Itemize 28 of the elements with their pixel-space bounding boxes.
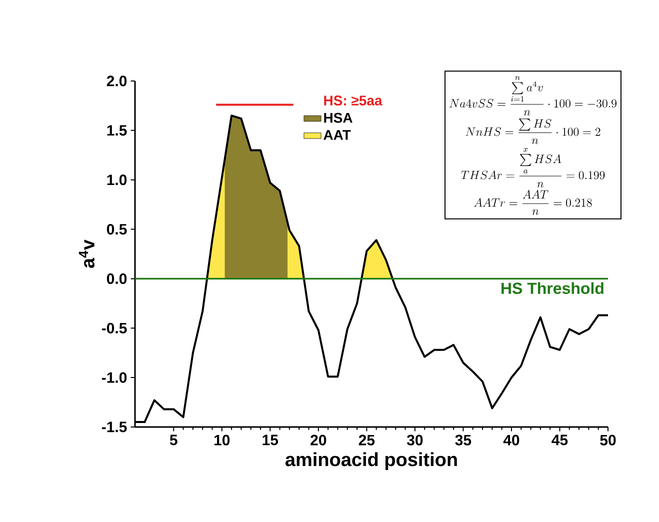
x-tick-label: 35 <box>455 434 472 446</box>
y-tick-label: 1.0 <box>107 174 127 186</box>
y-tick-label: 1.5 <box>107 125 127 136</box>
legend-label: AAT <box>324 130 351 140</box>
x-tick-label: 40 <box>503 434 520 446</box>
annotation: $THSAr=\frac{\sum\limits_{a}^{x} HSA}{n}=0.199$ <box>461 148 605 188</box>
x-tick-label: 45 <box>552 434 568 446</box>
annotation: $NnHS=\frac{\sum HS}{n}\cdot 100=2$ <box>466 118 600 144</box>
x-tick-label: 10 <box>214 434 230 446</box>
x-axis-title: aminoacid position <box>285 452 457 470</box>
annotation: $Na4vSS=\frac{\sum\limits_{i=1}^{n} a^{4}v}{n}\cdot 100=-30.9$ <box>450 76 616 116</box>
y-tick-label: -1.0 <box>102 372 127 383</box>
x-tick-label: 15 <box>262 434 278 446</box>
y-tick-label: -1.5 <box>102 422 127 432</box>
x-tick-label: 20 <box>310 434 326 446</box>
x-tick-label: 25 <box>358 434 375 446</box>
y-tick-label: 0.5 <box>106 224 127 235</box>
x-tick-label: 50 <box>600 434 616 446</box>
y-tick-label: -0.5 <box>102 322 127 334</box>
x-tick-label: 5 <box>170 434 178 446</box>
x-tick-label: 30 <box>406 434 423 446</box>
text: HS: ≥5aa <box>324 96 382 106</box>
legend-label: HSA <box>324 112 352 123</box>
y-tick-label: 2.0 <box>106 76 127 86</box>
ref-line-label: HS Threshold <box>502 282 604 294</box>
annotation: $AATr=\frac{AAT}{n}=0.218$ <box>474 190 592 215</box>
y-tick-label: 0.0 <box>106 273 127 284</box>
y-axis-title: a$^{4}$v <box>78 240 94 268</box>
